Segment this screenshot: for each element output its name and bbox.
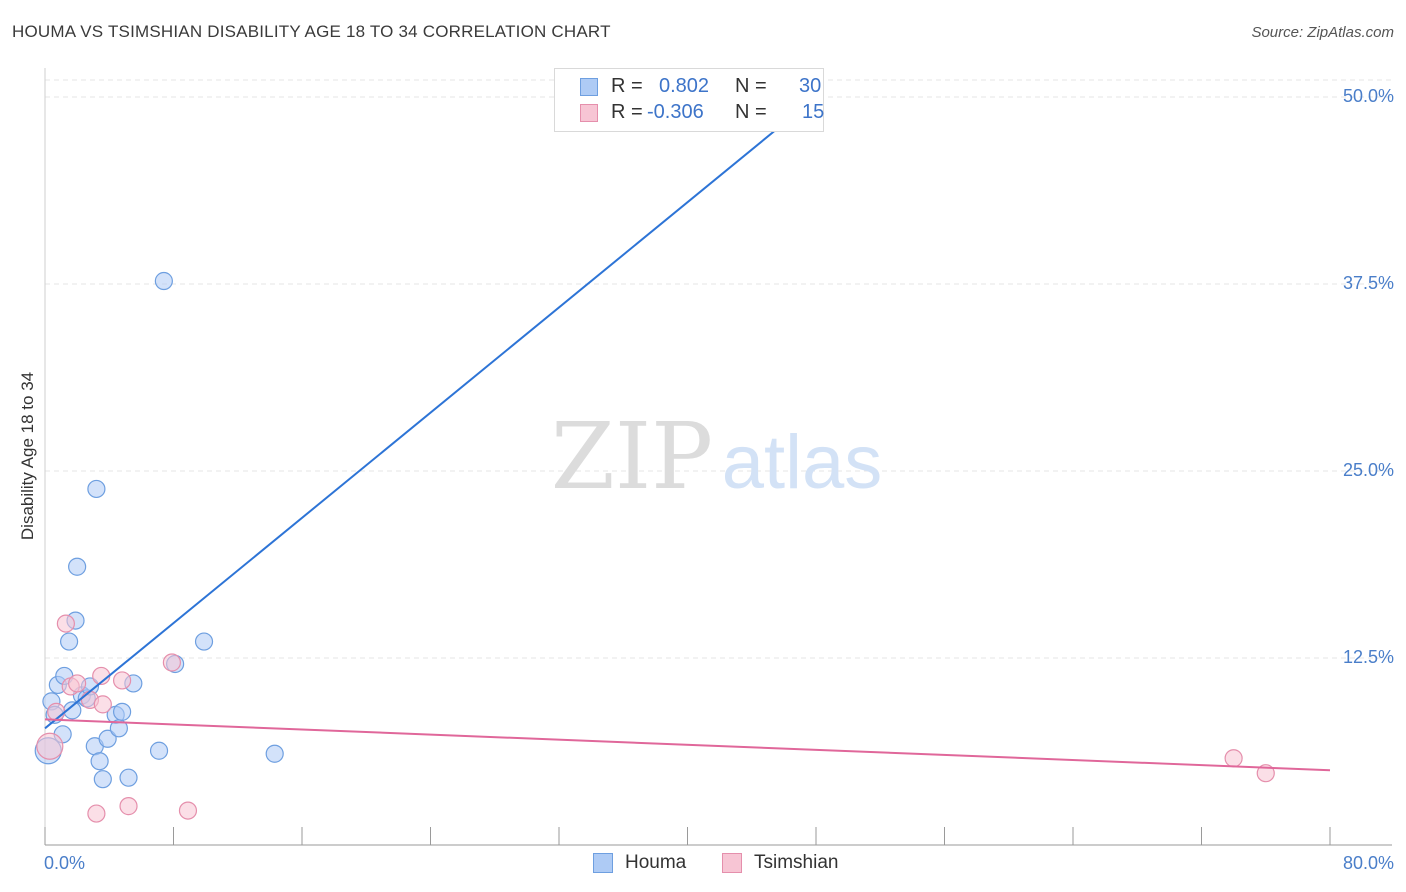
watermark-atlas: atlas bbox=[722, 420, 883, 505]
watermark: ZIP atlas bbox=[551, 403, 882, 510]
tsimshian-point bbox=[93, 695, 112, 714]
r-label: R = bbox=[611, 75, 643, 97]
houma-point bbox=[194, 632, 214, 651]
y-tick-label: 50.0% bbox=[1342, 86, 1394, 106]
tsimshian-point bbox=[119, 797, 138, 816]
n-label: N = bbox=[735, 101, 767, 123]
houma-point bbox=[112, 702, 132, 721]
tsimshian-point bbox=[112, 671, 132, 690]
tsimshian-legend-label: Tsimshian bbox=[754, 852, 839, 873]
tsimshian-trend-line bbox=[44, 718, 1331, 772]
r-label: R = bbox=[611, 101, 643, 123]
gridlines bbox=[45, 79, 1392, 659]
tsimshian-point bbox=[47, 702, 66, 721]
tsimshian-point bbox=[68, 674, 87, 693]
houma-point bbox=[68, 557, 87, 576]
houma-point bbox=[149, 741, 169, 760]
x-tick-label-min: 0.0% bbox=[44, 853, 86, 873]
data-points bbox=[34, 110, 1275, 823]
tsimshian-point bbox=[178, 801, 198, 820]
n-value: 15 bbox=[802, 101, 825, 123]
r-value: -0.306 bbox=[647, 101, 704, 123]
houma-point bbox=[90, 752, 109, 771]
tsimshian-point bbox=[162, 653, 181, 672]
axes bbox=[44, 68, 1392, 846]
n-value: 30 bbox=[799, 75, 822, 97]
tsimshian-point bbox=[36, 732, 64, 760]
y-tick-label: 25.0% bbox=[1342, 460, 1394, 480]
tsimshian-point bbox=[1224, 749, 1243, 768]
houma-trend-line bbox=[44, 96, 817, 730]
houma-point bbox=[154, 271, 173, 291]
houma-point bbox=[59, 632, 79, 651]
trend-lines bbox=[44, 96, 1331, 772]
tsimshian-point bbox=[56, 614, 75, 633]
houma-point bbox=[93, 770, 112, 789]
tsimshian-point bbox=[1256, 764, 1275, 783]
stats-legend: R = 0.802 N = 30 R = -0.306 N = 15 bbox=[554, 68, 824, 132]
houma-point bbox=[87, 479, 106, 499]
tsimshian-point bbox=[87, 804, 106, 823]
r-value: 0.802 bbox=[659, 75, 710, 97]
tsimshian-swatch bbox=[580, 104, 598, 122]
source-label: Source: ZipAtlas.com bbox=[1251, 24, 1394, 41]
tsimshian-legend-swatch bbox=[722, 853, 742, 873]
x-tick-label-max: 80.0% bbox=[1342, 853, 1394, 873]
houma-point bbox=[98, 729, 117, 748]
y-tick-label: 12.5% bbox=[1342, 647, 1394, 667]
houma-point bbox=[265, 744, 284, 763]
houma-legend-swatch bbox=[593, 853, 613, 873]
n-label: N = bbox=[735, 75, 767, 97]
y-tick-label: 37.5% bbox=[1342, 273, 1394, 293]
watermark-zip: ZIP bbox=[551, 403, 713, 510]
houma-legend-label: Houma bbox=[625, 852, 687, 873]
houma-point bbox=[119, 768, 138, 787]
houma-swatch bbox=[580, 78, 598, 96]
chart-title: HOUMA VS TSIMSHIAN DISABILITY AGE 18 TO … bbox=[12, 22, 611, 41]
